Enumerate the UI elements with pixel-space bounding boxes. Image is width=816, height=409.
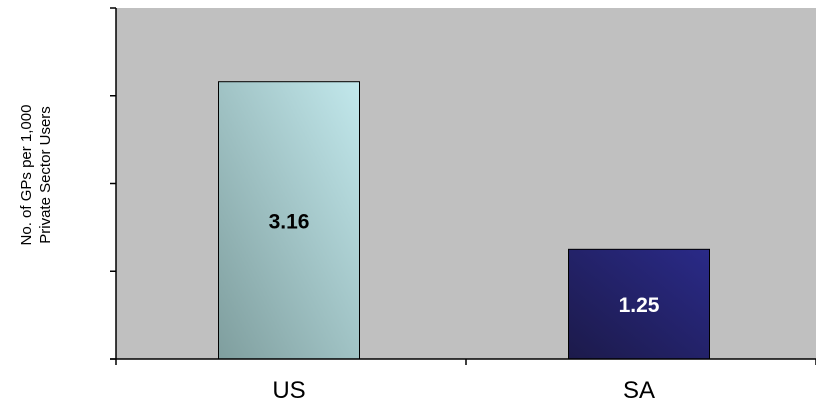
x-tick-label-us: US xyxy=(272,377,305,404)
data-label-us: 3.16 xyxy=(269,210,310,233)
y-axis-title-line-2: Private Sector Users xyxy=(37,106,54,244)
data-label-sa: 1.25 xyxy=(619,294,660,317)
bar-us xyxy=(218,81,360,360)
bar-sa xyxy=(568,248,710,360)
x-tick-label-sa: SA xyxy=(623,377,655,404)
y-axis-title-line-1: No. of GPs per 1,000 xyxy=(18,105,35,246)
y-axis-title: No. of GPs per 1,000 Private Sector User… xyxy=(18,105,54,246)
